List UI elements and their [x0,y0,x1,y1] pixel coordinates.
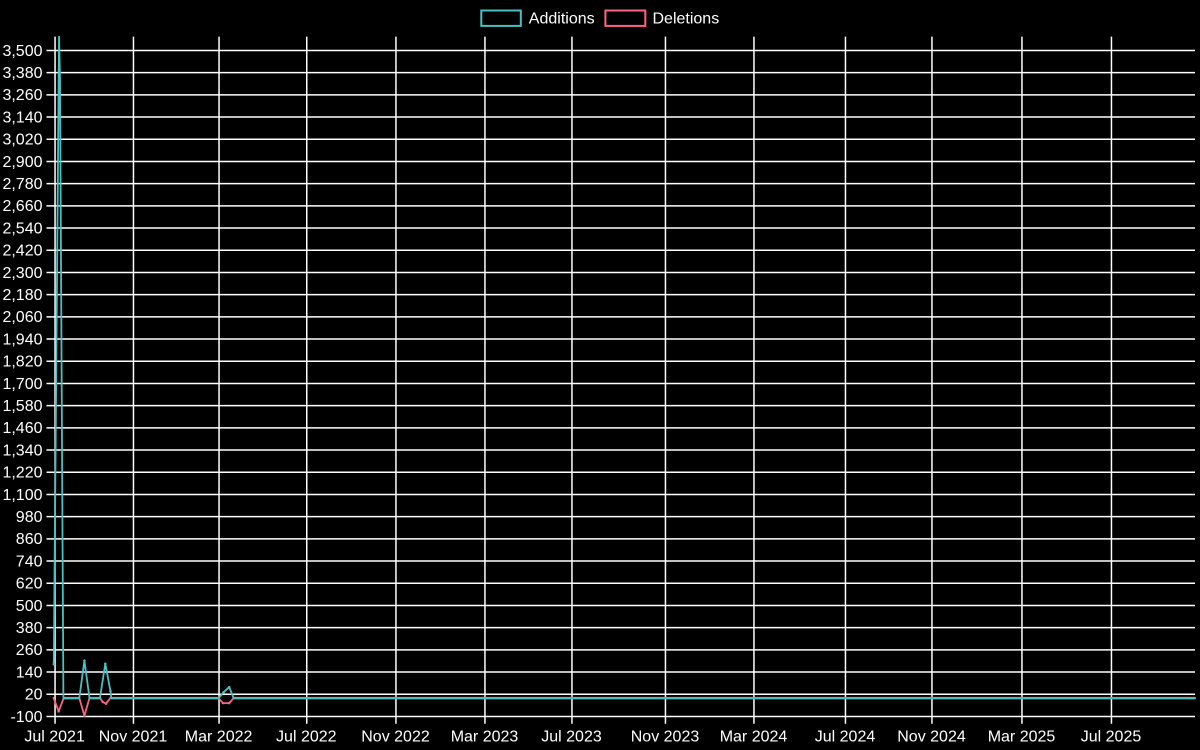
svg-text:2,540: 2,540 [2,220,42,237]
svg-text:Nov 2023: Nov 2023 [631,728,700,745]
svg-text:500: 500 [16,598,43,615]
svg-text:Jul 2025: Jul 2025 [1081,728,1142,745]
svg-text:Mar 2023: Mar 2023 [451,728,519,745]
svg-text:2,180: 2,180 [2,287,42,304]
svg-text:3,140: 3,140 [2,109,42,126]
svg-text:Nov 2021: Nov 2021 [99,728,168,745]
svg-text:3,380: 3,380 [2,65,42,82]
svg-text:Mar 2024: Mar 2024 [720,728,788,745]
svg-text:1,340: 1,340 [2,442,42,459]
svg-text:2,300: 2,300 [2,265,42,282]
svg-text:Nov 2022: Nov 2022 [361,728,430,745]
svg-text:740: 740 [16,553,43,570]
svg-text:Deletions: Deletions [653,11,720,28]
svg-text:1,100: 1,100 [2,487,42,504]
svg-text:1,580: 1,580 [2,398,42,415]
svg-text:2,780: 2,780 [2,176,42,193]
svg-text:Nov 2024: Nov 2024 [897,728,966,745]
svg-text:1,700: 1,700 [2,376,42,393]
svg-text:2,420: 2,420 [2,243,42,260]
svg-text:1,940: 1,940 [2,331,42,348]
svg-text:380: 380 [16,620,43,637]
svg-text:2,900: 2,900 [2,154,42,171]
svg-text:Jul 2022: Jul 2022 [276,728,337,745]
svg-text:2,660: 2,660 [2,198,42,215]
svg-text:-100: -100 [10,709,42,726]
svg-text:20: 20 [25,687,43,704]
svg-text:3,500: 3,500 [2,43,42,60]
svg-text:620: 620 [16,576,43,593]
svg-text:3,260: 3,260 [2,87,42,104]
svg-text:Mar 2025: Mar 2025 [988,728,1056,745]
svg-text:3,020: 3,020 [2,132,42,149]
svg-text:Jul 2023: Jul 2023 [541,728,602,745]
svg-text:1,220: 1,220 [2,465,42,482]
svg-text:1,820: 1,820 [2,354,42,371]
svg-text:860: 860 [16,531,43,548]
svg-text:980: 980 [16,509,43,526]
svg-text:Mar 2022: Mar 2022 [185,728,253,745]
svg-text:260: 260 [16,642,43,659]
svg-text:Jul 2024: Jul 2024 [815,728,876,745]
svg-text:2,060: 2,060 [2,309,42,326]
svg-text:1,460: 1,460 [2,420,42,437]
svg-text:140: 140 [16,664,43,681]
svg-text:Additions: Additions [529,11,595,28]
svg-text:Jul 2021: Jul 2021 [24,728,85,745]
